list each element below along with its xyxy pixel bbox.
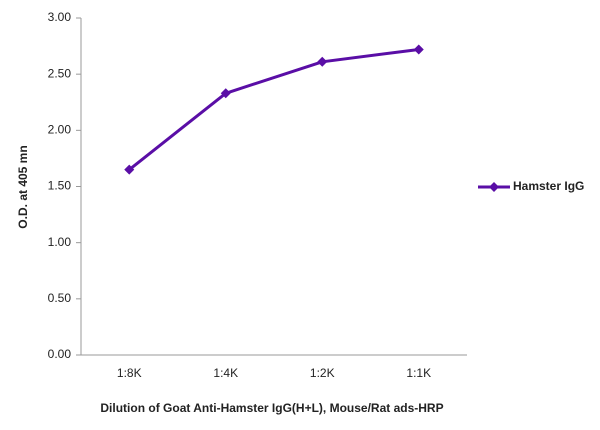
x-tick-label: 1:4K (213, 366, 238, 380)
y-axis-title: O.D. at 405 mn (16, 145, 30, 228)
y-tick-label: 1.00 (48, 235, 72, 249)
data-point (317, 56, 328, 67)
y-tick-label: 1.50 (48, 179, 72, 193)
y-tick-label: 3.00 (48, 10, 72, 24)
data-point (124, 164, 135, 175)
legend-text: Hamster IgG (513, 179, 584, 193)
y-tick-label: 0.50 (48, 291, 72, 305)
x-axis-title: Dilution of Goat Anti-Hamster IgG(H+L), … (100, 401, 443, 415)
y-tick-label: 2.00 (48, 123, 72, 137)
legend-marker (489, 182, 499, 192)
x-tick-label: 1:2K (310, 366, 335, 380)
series-line (128, 47, 419, 171)
data-point (220, 88, 231, 99)
data-point (413, 44, 424, 55)
x-tick-label: 1:8K (117, 366, 142, 380)
x-tick-label: 1:1K (406, 366, 431, 380)
y-tick-label: 0.00 (48, 347, 72, 361)
y-tick-label: 2.50 (48, 66, 72, 80)
